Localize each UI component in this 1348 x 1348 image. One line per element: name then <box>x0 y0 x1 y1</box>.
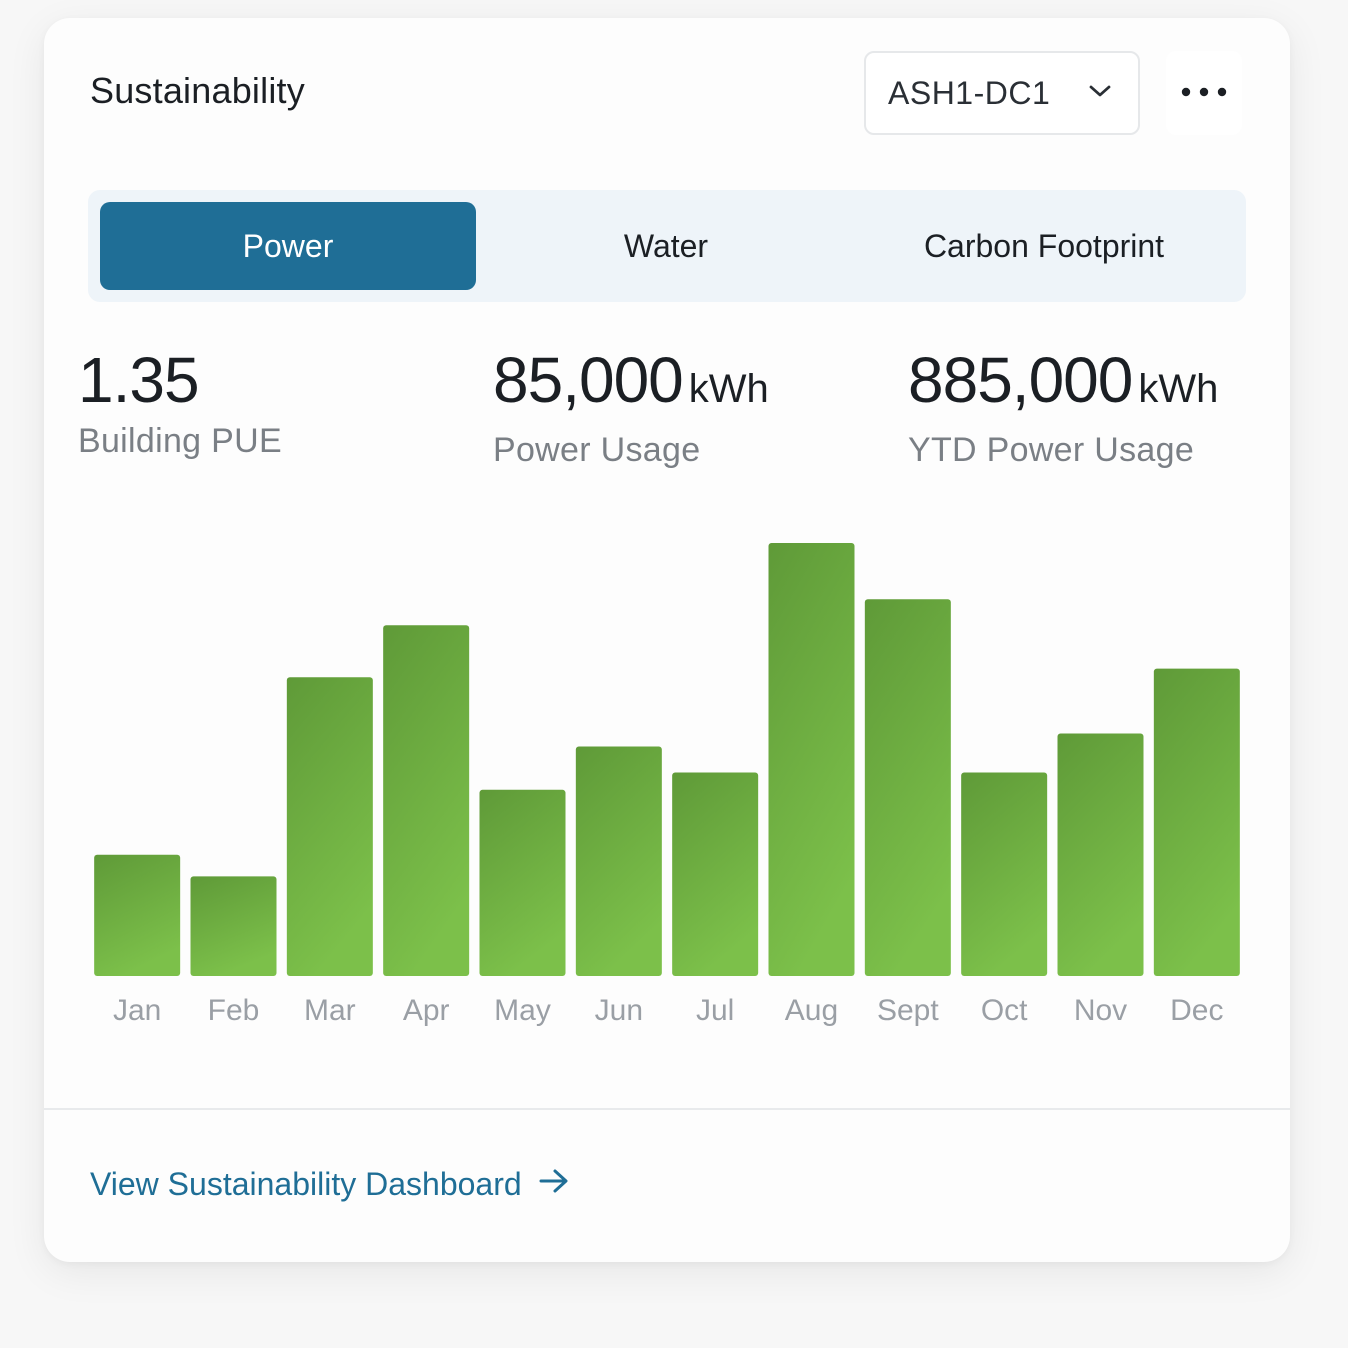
stat-number: 1.35 <box>78 344 200 416</box>
view-sustainability-dashboard-link[interactable]: View Sustainability Dashboard <box>90 1166 570 1203</box>
x-tick-label-may: May <box>494 994 551 1027</box>
site-select-dropdown[interactable]: ASH1-DC1 <box>864 51 1140 135</box>
bar-mar <box>286 677 373 976</box>
card-title: Sustainability <box>90 70 305 111</box>
site-select-value: ASH1-DC1 <box>888 74 1051 111</box>
power-usage-bar-chart: Jan Feb Mar Apr May Jun Jul Aug Sept Oct Nov Dec <box>94 543 1240 1027</box>
x-tick-label-dec: Dec <box>1170 994 1223 1027</box>
more-options-button[interactable] <box>1166 51 1242 135</box>
bar-nov <box>1057 733 1144 976</box>
footer-divider <box>44 1108 1290 1110</box>
x-tick-label-nov: Nov <box>1074 994 1127 1027</box>
x-tick-label-mar: Mar <box>304 994 356 1027</box>
stat-label: YTD Power Usage <box>908 431 1195 469</box>
sustainability-card: Sustainability ASH1-DC1 Power Water Carb… <box>44 18 1290 1262</box>
chevron-down-icon <box>1088 83 1112 104</box>
tab-water[interactable]: Water <box>623 227 709 264</box>
bar-sept <box>864 599 951 976</box>
bar-feb <box>190 876 277 976</box>
stat-number: 885,000 <box>908 344 1133 416</box>
arrow-right-icon <box>522 1166 570 1203</box>
x-tick-label-apr: Apr <box>403 994 450 1027</box>
stat-unit: kWh <box>688 367 769 411</box>
x-tick-label-oct: Oct <box>981 994 1028 1027</box>
bar-aug <box>768 543 855 976</box>
tab-carbon-footprint[interactable]: Carbon Footprint <box>923 227 1165 264</box>
x-tick-label-aug: Aug <box>785 994 838 1027</box>
stat-value: 885,000 kWh <box>908 344 1218 425</box>
bar-dec <box>1153 668 1240 976</box>
stat-building-pue: 1.35 Building PUE <box>78 344 282 461</box>
stat-label: Power Usage <box>493 431 701 469</box>
bar-jan <box>94 854 181 976</box>
x-tick-label-jan: Jan <box>113 994 161 1027</box>
stat-label: Building PUE <box>78 422 282 460</box>
stat-value: 1.35 <box>78 344 282 416</box>
stat-unit: kWh <box>1138 367 1219 411</box>
bar-apr <box>383 625 470 976</box>
x-tick-label-feb: Feb <box>208 994 260 1027</box>
tab-power[interactable]: Power <box>100 202 476 290</box>
footer-link-label: View Sustainability Dashboard <box>90 1166 522 1202</box>
stat-power-usage: 85,000 kWh Power Usage <box>493 344 769 470</box>
bar-jul <box>672 772 759 976</box>
x-tick-label-jul: Jul <box>696 994 734 1027</box>
bar-jun <box>575 746 662 976</box>
more-horizontal-icon <box>1181 84 1227 102</box>
stat-ytd-power-usage: 885,000 kWh YTD Power Usage <box>908 344 1218 470</box>
metric-tabs: Power Water Carbon Footprint <box>88 190 1246 302</box>
bar-may <box>479 789 566 976</box>
stat-value: 85,000 kWh <box>493 344 769 425</box>
bar-oct <box>961 772 1048 976</box>
x-tick-label-jun: Jun <box>595 994 643 1027</box>
x-tick-label-sept: Sept <box>877 994 939 1027</box>
stat-number: 85,000 <box>493 344 684 416</box>
